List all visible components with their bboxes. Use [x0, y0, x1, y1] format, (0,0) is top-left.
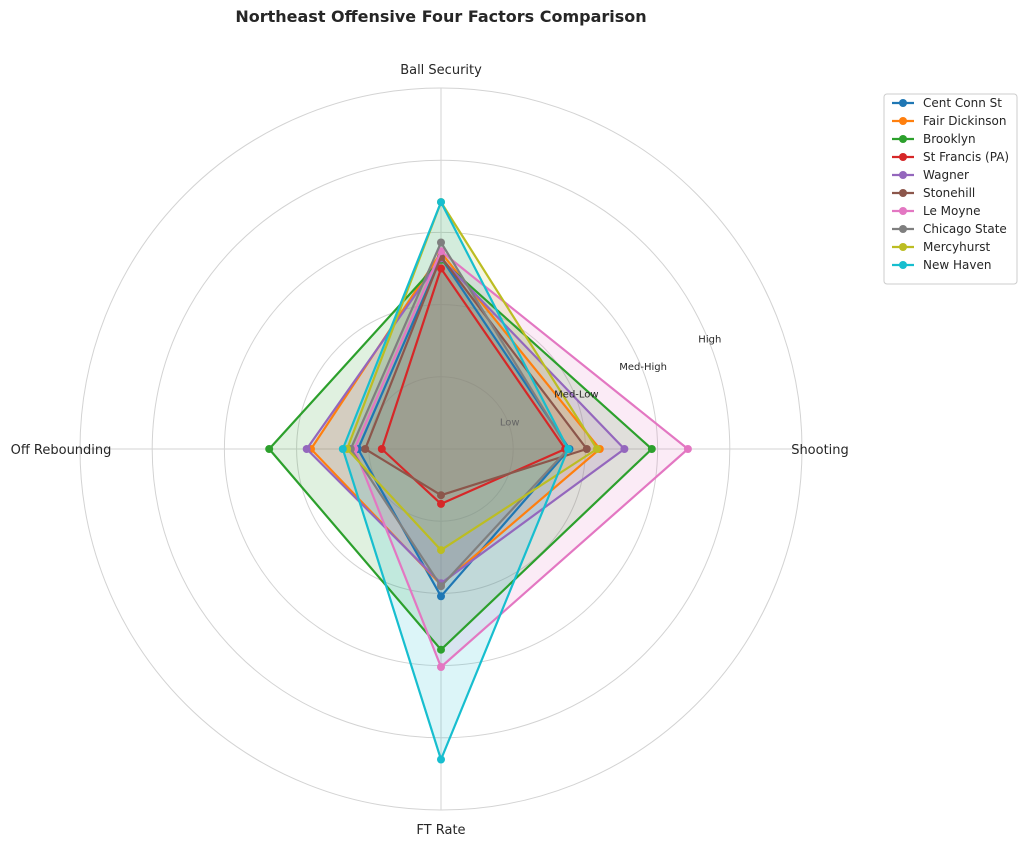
series-layer: [265, 198, 692, 764]
legend-marker-9: [899, 243, 907, 251]
series-fill-3: [269, 259, 652, 650]
series-fill-1: [358, 257, 570, 597]
series-8-point-1: [437, 238, 445, 247]
ring-label-4: High: [698, 335, 721, 346]
legend-box: [883, 93, 1018, 285]
axis-label-4: Off Rebounding: [11, 443, 112, 458]
series-10-point-1: [437, 198, 445, 207]
ring-label-2: Med-Low: [554, 390, 598, 401]
legend-label-8: Chicago State: [923, 222, 1007, 236]
series-5-point-2: [620, 445, 629, 453]
legend-marker-4: [899, 153, 907, 161]
series-fill-6: [365, 256, 587, 496]
legend-label-6: Stonehill: [923, 186, 975, 200]
series-fill-2: [311, 252, 600, 585]
series-3-point-3: [437, 645, 445, 654]
axis-label-2: Shooting: [791, 443, 849, 458]
series-3-point-2: [647, 445, 656, 453]
series-10-point-3: [437, 755, 445, 764]
legend-label-7: Le Moyne: [923, 204, 980, 218]
axis-labels: Ball Security Shooting FT Rate Off Reboundi…: [11, 63, 849, 838]
ring-label-3: Med-High: [619, 362, 667, 373]
legend-label-3: Brooklyn: [923, 132, 976, 146]
legend-label-9: Mercyhurst: [923, 240, 991, 254]
legend-label-10: New Haven: [923, 258, 991, 272]
legend-marker-3: [899, 135, 907, 143]
legend-marker-7: [899, 207, 907, 215]
ring-labels: Low Med-Low Med-High High: [500, 335, 721, 429]
series-6-point-2: [582, 445, 591, 453]
series-fill-4: [381, 268, 566, 504]
axis-label-1: Ball Security: [400, 63, 482, 78]
series-4-point-1: [437, 264, 445, 273]
series-10-point-4: [338, 445, 347, 453]
legend-label-2: Fair Dickinson: [923, 114, 1007, 128]
axis-label-3: FT Rate: [416, 823, 465, 838]
legend-label-4: St Francis (PA): [923, 150, 1009, 164]
series-6-point-3: [437, 491, 445, 500]
legend: Cent Conn St Fair Dickinson Brooklyn St Fra…: [883, 93, 1018, 285]
series-7-point-3: [437, 663, 445, 671]
series-5-point-4: [302, 445, 311, 453]
legend-label-1: Cent Conn St: [923, 96, 1002, 110]
legend-label-5: Wagner: [923, 168, 969, 182]
legend-marker-6: [899, 189, 907, 197]
series-10-point-2: [564, 445, 573, 453]
series-1-point-3: [437, 592, 445, 601]
legend-marker-2: [899, 117, 907, 125]
series-9-point-2: [593, 445, 601, 453]
chart-title: Northeast Offensive Four Factors Compari…: [235, 7, 646, 26]
series-4-point-3: [437, 499, 445, 508]
legend-marker-1: [899, 99, 907, 107]
legend-marker-5: [899, 171, 907, 179]
legend-marker-10: [899, 261, 907, 269]
series-3-point-4: [265, 445, 274, 453]
series-4-point-4: [377, 445, 386, 453]
series-8-point-3: [437, 582, 445, 591]
series-6-point-4: [361, 445, 370, 453]
series-fill-8: [350, 242, 569, 587]
series-fill-7: [354, 251, 688, 667]
series-7-point-2: [683, 445, 692, 453]
legend-marker-8: [899, 225, 907, 233]
ring-label-1: Low: [500, 417, 520, 428]
series-9-point-3: [437, 546, 445, 555]
